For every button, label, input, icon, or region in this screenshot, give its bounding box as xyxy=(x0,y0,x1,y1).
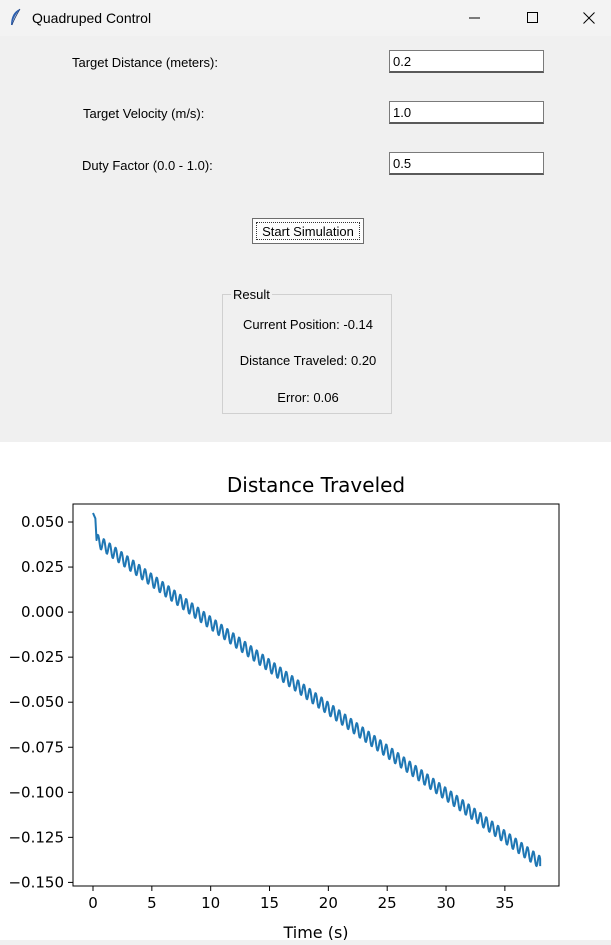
target-velocity-label: Target Velocity (m/s): xyxy=(83,106,205,121)
minimize-button[interactable] xyxy=(446,0,504,36)
x-tick-label: 25 xyxy=(378,894,397,912)
y-axis: 0.050 0.025 0.000 −0.025 −0.050 −0.075 −0.100 −… xyxy=(8,513,73,891)
x-tick-label: 35 xyxy=(495,894,514,912)
series-line xyxy=(92,512,542,868)
y-tick-label: −0.050 xyxy=(8,693,64,711)
target-distance-input[interactable] xyxy=(389,50,544,73)
close-button[interactable] xyxy=(560,0,611,36)
x-tick-label: 5 xyxy=(147,894,157,912)
chart-canvas: Distance Traveled 0 5 10 15 20 25 30 35 0.050 0.… xyxy=(0,442,611,942)
x-axis-label: Time (s) xyxy=(282,923,348,940)
x-tick-label: 10 xyxy=(201,894,220,912)
maximize-button[interactable] xyxy=(504,0,562,36)
target-velocity-input[interactable] xyxy=(389,101,544,124)
duty-factor-input[interactable] xyxy=(389,152,544,175)
y-tick-label: −0.100 xyxy=(8,783,64,801)
y-tick-label: −0.025 xyxy=(8,648,64,666)
y-tick-label: 0.000 xyxy=(21,603,64,621)
y-tick-label: 0.025 xyxy=(21,558,64,576)
close-icon xyxy=(583,12,595,24)
start-simulation-button[interactable]: Start Simulation xyxy=(252,218,364,244)
y-tick-label: −0.125 xyxy=(8,828,64,846)
plot-frame xyxy=(72,503,560,887)
target-distance-label: Target Distance (meters): xyxy=(72,55,218,70)
x-tick-label: 30 xyxy=(436,894,455,912)
y-tick-label: −0.075 xyxy=(8,738,64,756)
focus-ring xyxy=(256,222,360,240)
minimize-icon xyxy=(469,17,480,19)
chart-title: Distance Traveled xyxy=(227,473,405,497)
maximize-icon xyxy=(527,12,538,23)
y-tick-label: −0.150 xyxy=(8,873,64,891)
result-legend: Result xyxy=(231,287,272,302)
x-tick-label: 0 xyxy=(88,894,98,912)
x-tick-label: 20 xyxy=(319,894,338,912)
y-tick-label: 0.050 xyxy=(21,513,64,531)
window-title: Quadruped Control xyxy=(32,10,152,26)
result-group: Result Current Position: -0.14 Distance … xyxy=(222,287,392,414)
duty-factor-label: Duty Factor (0.0 - 1.0): xyxy=(82,158,213,173)
title-bar: Quadruped Control xyxy=(0,0,611,36)
error-text: Error: 0.06 xyxy=(277,390,339,405)
feather-icon xyxy=(11,8,21,26)
control-form: Target Distance (meters): Target Velocit… xyxy=(0,36,611,442)
distance-chart: Distance Traveled 0 5 10 15 20 25 30 35 0.0500.… xyxy=(8,473,560,942)
bottom-strip xyxy=(0,940,611,945)
series-layer xyxy=(92,512,542,868)
current-position-text: Current Position: -0.14 xyxy=(242,317,374,332)
x-tick-label: 15 xyxy=(260,894,279,912)
x-axis: 0 5 10 15 20 25 30 35 xyxy=(88,886,514,912)
distance-traveled-text: Distance Traveled: 0.20 xyxy=(239,353,377,368)
start-simulation-label: Start Simulation xyxy=(262,223,354,239)
